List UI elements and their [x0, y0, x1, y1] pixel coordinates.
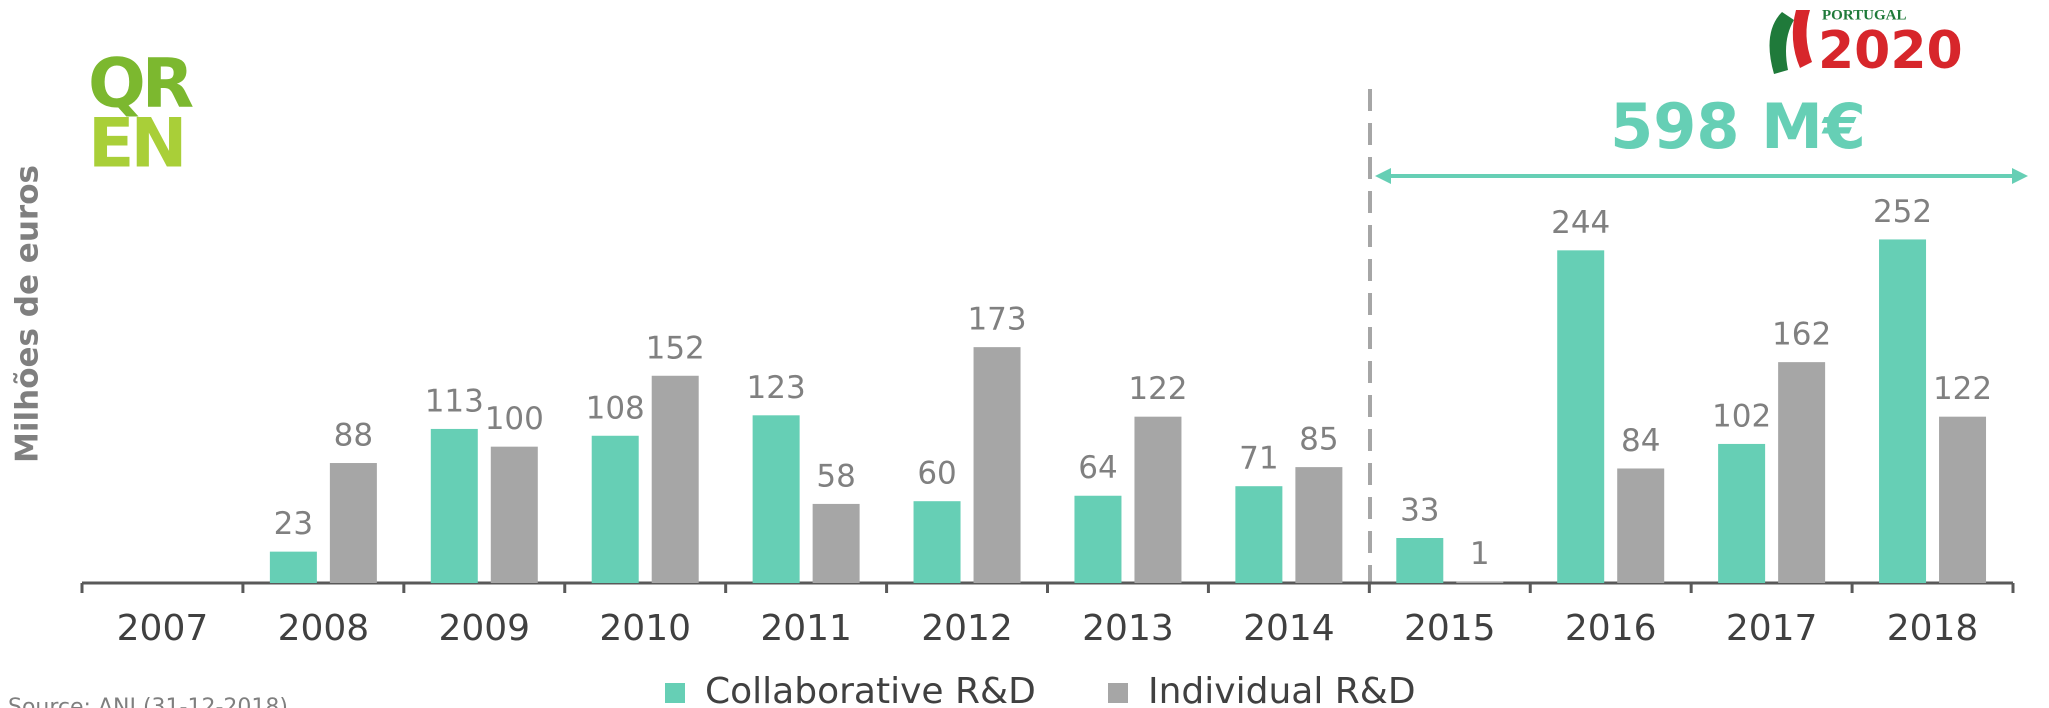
bar [430, 428, 478, 583]
value-label: 122 [1933, 371, 1992, 407]
bar [752, 415, 800, 583]
bar [1557, 250, 1605, 583]
logo-left: QR [88, 45, 193, 124]
legend-swatch [1108, 683, 1128, 703]
x-tick-label: 2007 [117, 608, 209, 649]
bar [1235, 486, 1283, 583]
value-label: 252 [1873, 194, 1932, 230]
logo-left: EN [88, 105, 183, 184]
bar [913, 501, 961, 583]
value-label: 244 [1551, 205, 1610, 241]
x-tick-label: 2018 [1887, 608, 1979, 649]
legend-swatch [665, 683, 685, 703]
x-tick-label: 2017 [1726, 608, 1818, 649]
bar [1778, 362, 1826, 583]
bar [1617, 468, 1665, 583]
x-tick-label: 2012 [921, 608, 1013, 649]
value-label: 102 [1712, 398, 1771, 434]
bar [1295, 467, 1343, 583]
bar [490, 446, 538, 583]
value-label: 122 [1128, 371, 1187, 407]
bar [1879, 239, 1927, 583]
bar [1074, 495, 1122, 583]
value-label: 71 [1239, 441, 1278, 477]
value-label: 123 [747, 370, 806, 406]
value-label: 85 [1299, 422, 1338, 458]
value-label: 173 [967, 302, 1026, 338]
x-tick-label: 2009 [438, 608, 530, 649]
y-axis-label: Milhões de euros [10, 165, 46, 463]
bar [1939, 416, 1987, 583]
bar [1396, 538, 1444, 583]
value-label: 58 [816, 458, 855, 494]
bar [651, 375, 699, 583]
bar [269, 551, 317, 583]
value-label: 1 [1470, 536, 1490, 572]
annotation: 598 M€ [1610, 90, 1866, 163]
bar [1456, 581, 1504, 583]
x-tick-label: 2013 [1082, 608, 1174, 649]
x-tick-label: 2011 [760, 608, 852, 649]
value-label: 60 [917, 456, 956, 492]
x-tick-label: 2015 [1404, 608, 1496, 649]
bar [973, 347, 1021, 583]
logo-flag [1792, 10, 1812, 68]
value-label: 152 [646, 330, 705, 366]
value-label: 113 [425, 383, 484, 419]
value-label: 23 [274, 506, 313, 542]
value-label: 108 [586, 390, 645, 426]
legend-label: Individual R&D [1148, 671, 1416, 708]
value-label: 64 [1078, 450, 1117, 486]
x-tick-label: 2014 [1243, 608, 1335, 649]
x-tick-label: 2010 [599, 608, 691, 649]
value-label: 84 [1621, 423, 1660, 459]
bar [1718, 443, 1766, 583]
value-label: 88 [334, 418, 373, 454]
source: Source: ANI (31-12-2018) [8, 695, 288, 708]
x-tick-label: 2008 [278, 608, 370, 649]
logo-right-top: PORTUGAL [1822, 7, 1906, 23]
logo-right-main: 2020 [1818, 21, 1963, 81]
bar [1134, 416, 1182, 583]
logo-flag [1769, 12, 1794, 74]
bar [591, 435, 639, 583]
value-label: 162 [1772, 317, 1831, 353]
x-tick-label: 2016 [1565, 608, 1657, 649]
value-label: 100 [485, 401, 544, 437]
legend-label: Collaborative R&D [705, 671, 1036, 708]
bar [329, 463, 377, 583]
bar [812, 503, 860, 583]
value-label: 33 [1400, 493, 1439, 529]
